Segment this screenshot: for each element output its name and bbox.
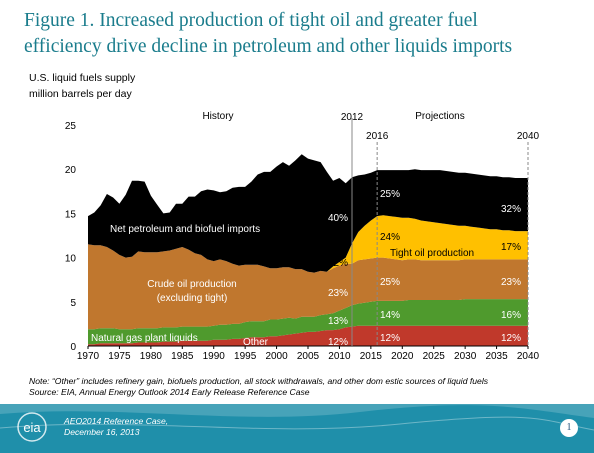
- share-crude-2016: 25%: [380, 277, 400, 288]
- y-tick-labels: 0 5 10 15 20 25: [65, 121, 77, 353]
- label-crude-line-2: (excluding tight): [157, 293, 228, 304]
- x-tick-label: 2005: [297, 351, 320, 362]
- share-other-2012: 12%: [328, 337, 348, 348]
- share-imports-2040: 32%: [501, 204, 521, 215]
- share-other-2040: 12%: [501, 333, 521, 344]
- share-tight-2016: 24%: [380, 232, 400, 243]
- source-line: Source: EIA, Annual Energy Outlook 2014 …: [29, 387, 488, 398]
- x-tick-label: 2030: [454, 351, 477, 362]
- share-crude-2040: 23%: [501, 277, 521, 288]
- marker-2040-label: 2040: [517, 131, 540, 142]
- label-ngpl: Natural gas plant liquids: [91, 333, 198, 344]
- projections-label: Projections: [415, 111, 464, 122]
- share-imports-2012: 40%: [328, 213, 348, 224]
- footer-date: December 16, 2013: [64, 427, 168, 438]
- page-number: 1: [560, 419, 578, 437]
- share-ngpl-2012: 13%: [328, 316, 348, 327]
- x-tick-label: 2040: [517, 351, 540, 362]
- y-tick-label: 25: [65, 121, 77, 132]
- x-tick-labels: 1970 1975 1980 1985 1990 1995 2000 2005 2010 2015…: [77, 346, 540, 362]
- label-tight-oil: Tight oil production: [390, 248, 474, 259]
- svg-text:eia: eia: [23, 420, 41, 435]
- y-tick-label: 20: [65, 165, 77, 176]
- x-tick-label: 1985: [171, 351, 194, 362]
- share-imports-2016: 25%: [380, 189, 400, 200]
- x-tick-label: 1970: [77, 351, 100, 362]
- x-tick-label: 2035: [485, 351, 508, 362]
- label-other: Other: [243, 337, 269, 348]
- marker-2012-label: 2012: [341, 112, 364, 123]
- note-line-1: Note: “Other” includes refinery gain, bi…: [29, 376, 488, 387]
- x-tick-label: 2020: [391, 351, 414, 362]
- y-tick-label: 0: [70, 342, 76, 353]
- footer-text: AEO2014 Reference Case, December 16, 201…: [64, 416, 168, 438]
- history-label: History: [202, 111, 233, 122]
- x-tick-label: 1995: [234, 351, 257, 362]
- x-tick-label: 2010: [328, 351, 351, 362]
- footer-case-label: AEO2014 Reference Case,: [64, 416, 168, 427]
- share-tight-2040: 17%: [501, 242, 521, 253]
- share-crude-2012: 23%: [328, 288, 348, 299]
- x-tick-label: 2015: [360, 351, 383, 362]
- eia-logo: eia: [16, 411, 48, 443]
- y-tick-label: 15: [65, 209, 77, 220]
- share-tight-2012: 12%: [328, 258, 348, 269]
- chart-note: Note: “Other” includes refinery gain, bi…: [29, 376, 488, 398]
- share-other-2016: 12%: [380, 333, 400, 344]
- y-tick-label: 5: [70, 298, 76, 309]
- share-ngpl-2016: 14%: [380, 310, 400, 321]
- x-tick-label: 2025: [423, 351, 446, 362]
- y-tick-label: 10: [65, 254, 77, 265]
- stacked-area-chart: 1970 1975 1980 1985 1990 1995 2000 2005 2010 2015…: [0, 0, 594, 380]
- x-tick-label: 1975: [108, 351, 131, 362]
- share-ngpl-2040: 16%: [501, 310, 521, 321]
- x-tick-label: 1980: [140, 351, 163, 362]
- label-imports: Net petroleum and biofuel imports: [110, 224, 260, 235]
- x-tick-label: 2000: [265, 351, 288, 362]
- label-crude-line-1: Crude oil production: [147, 279, 237, 290]
- marker-2016-label: 2016: [366, 131, 389, 142]
- x-tick-label: 1990: [203, 351, 226, 362]
